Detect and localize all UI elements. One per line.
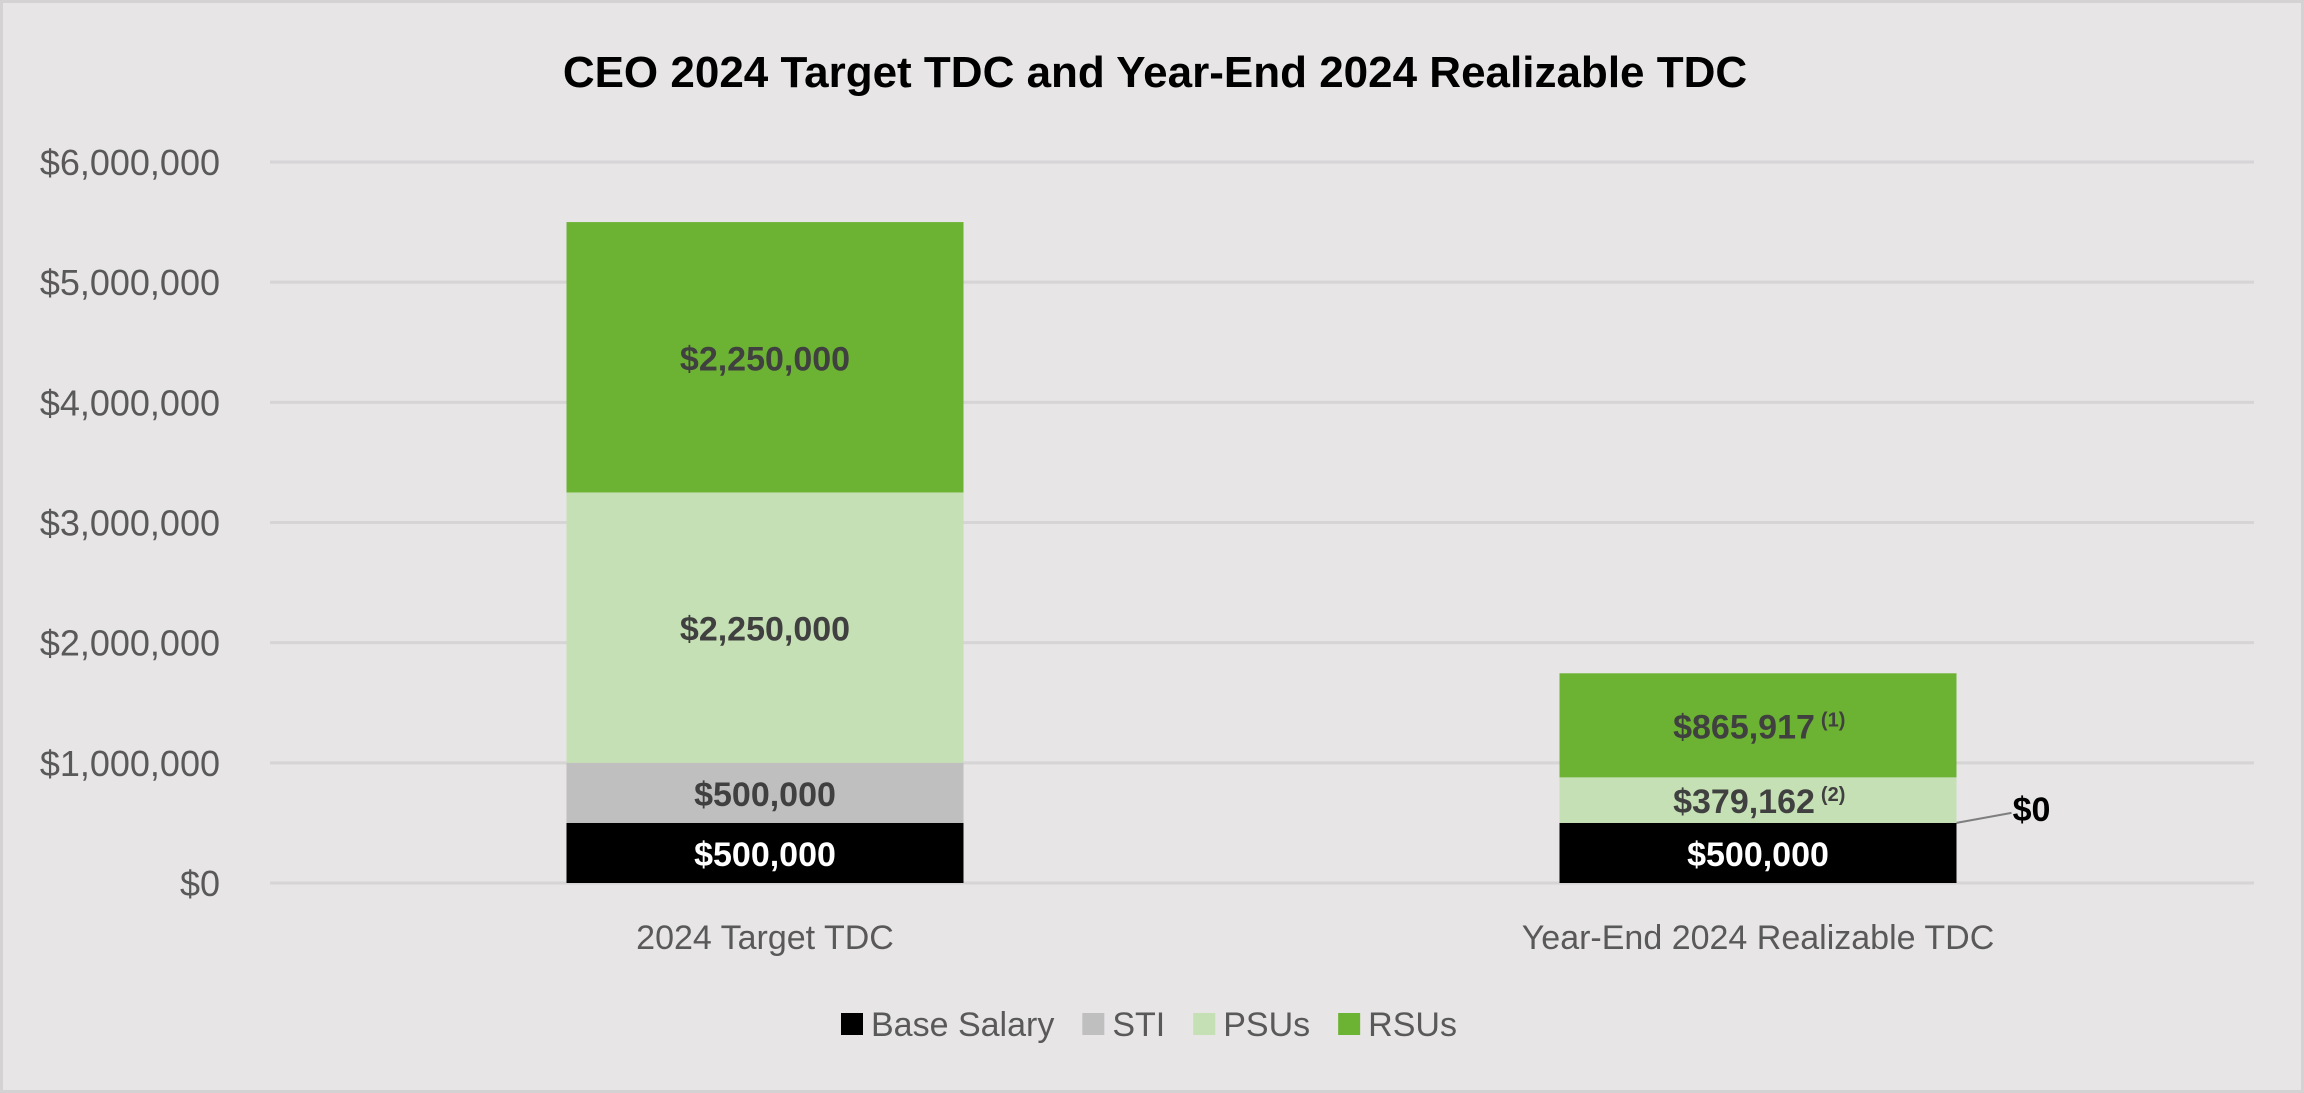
bar-segment-rsus bbox=[1559, 673, 1957, 778]
legend-swatch bbox=[1193, 1013, 1216, 1035]
data-label: $500,000 bbox=[694, 776, 836, 814]
y-tick-label: $5,000,000 bbox=[40, 262, 220, 303]
y-tick-label: $0 bbox=[180, 863, 220, 904]
y-tick-label: $6,000,000 bbox=[40, 142, 220, 183]
y-tick-label: $2,000,000 bbox=[40, 623, 220, 664]
data-label: $2,250,000 bbox=[680, 611, 850, 649]
legend-swatch bbox=[1082, 1013, 1105, 1035]
data-label: $379,162 bbox=[1673, 783, 1815, 821]
legend-entry: PSUs bbox=[1223, 1006, 1310, 1044]
stacked-bar-chart: CEO 2024 Target TDC and Year-End 2024 Re… bbox=[40, 48, 2254, 1044]
bar-segment-psus bbox=[566, 492, 964, 763]
leader-line bbox=[1956, 811, 2012, 824]
data-label: $0 bbox=[2013, 791, 2051, 829]
data-label: $500,000 bbox=[1687, 836, 1829, 874]
y-tick-label: $4,000,000 bbox=[40, 382, 220, 423]
bar-segment-sti bbox=[566, 762, 964, 823]
footnote-marker: (1) bbox=[1821, 709, 1845, 731]
legend-entry: Base Salary bbox=[871, 1006, 1054, 1044]
bar-segment-base-salary bbox=[566, 822, 964, 883]
legend-swatch bbox=[841, 1013, 863, 1035]
y-tick-label: $3,000,000 bbox=[40, 503, 220, 544]
legend-entry: STI bbox=[1112, 1006, 1165, 1044]
data-label: $865,917 bbox=[1673, 708, 1815, 746]
legend-swatch bbox=[1338, 1013, 1361, 1035]
bar-segment-rsus bbox=[566, 222, 964, 493]
bar-segment-psus bbox=[1559, 777, 1957, 823]
x-tick-label: 2024 Target TDC bbox=[636, 919, 894, 957]
chart-title: CEO 2024 Target TDC and Year-End 2024 Re… bbox=[563, 48, 1747, 97]
footnote-marker: (2) bbox=[1821, 784, 1845, 806]
x-tick-label: Year-End 2024 Realizable TDC bbox=[1522, 919, 1995, 957]
y-tick-label: $1,000,000 bbox=[40, 743, 220, 784]
legend-entry: RSUs bbox=[1368, 1006, 1457, 1044]
data-label: $500,000 bbox=[694, 836, 836, 874]
bar-segment-base-salary bbox=[1559, 822, 1957, 883]
data-label: $2,250,000 bbox=[680, 340, 850, 378]
